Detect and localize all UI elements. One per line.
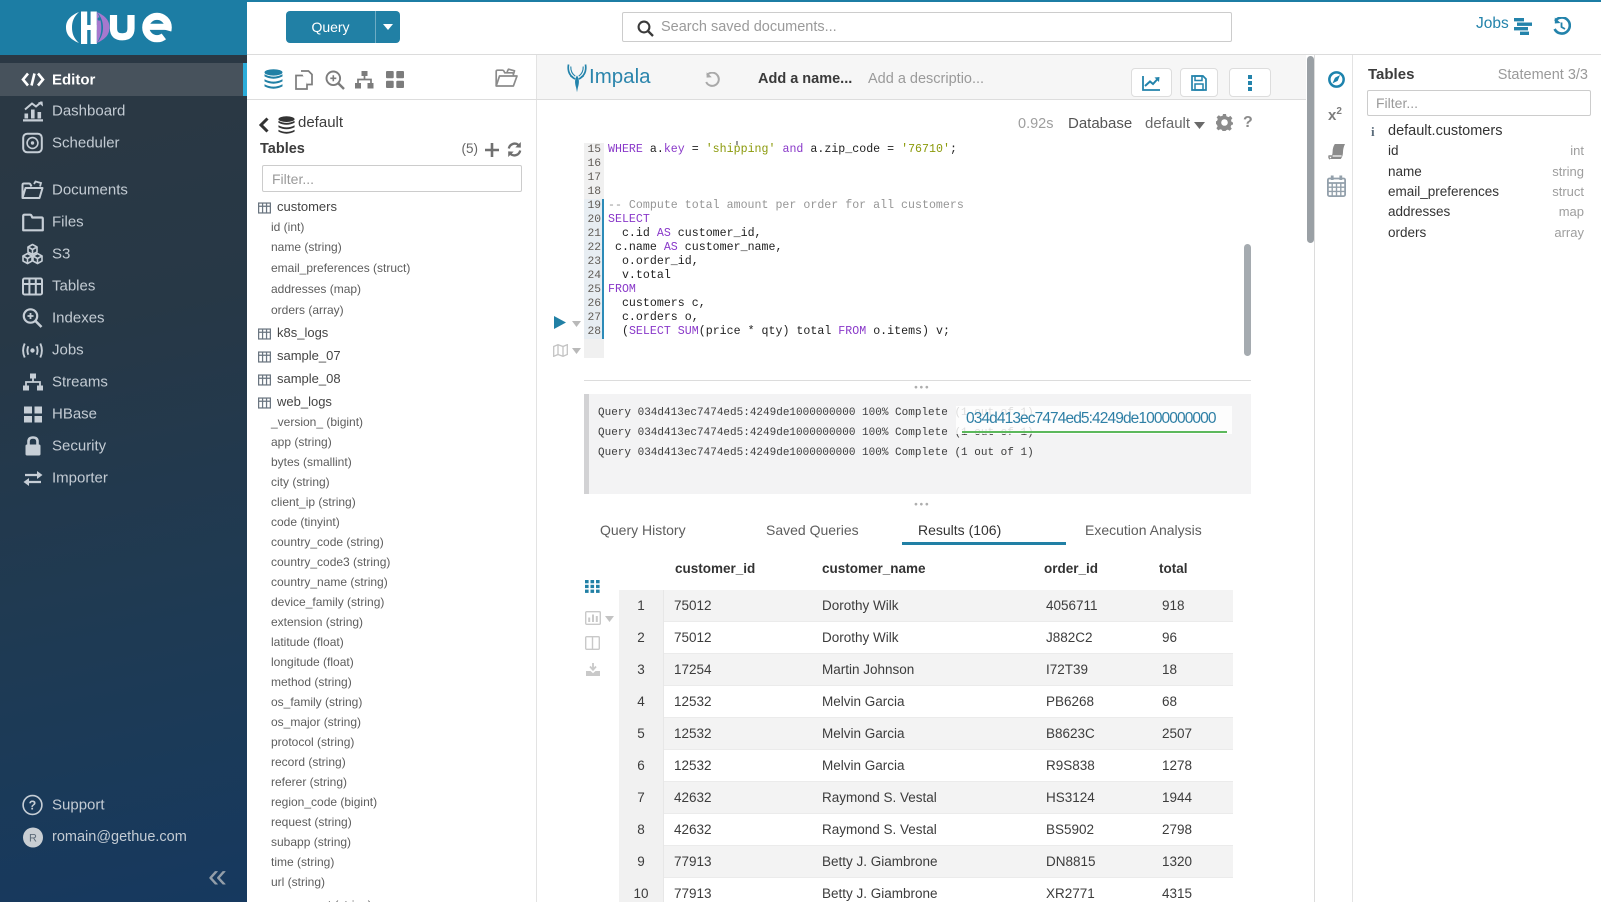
svg-text:?: ? — [29, 799, 37, 813]
svg-text:R: R — [29, 832, 37, 844]
